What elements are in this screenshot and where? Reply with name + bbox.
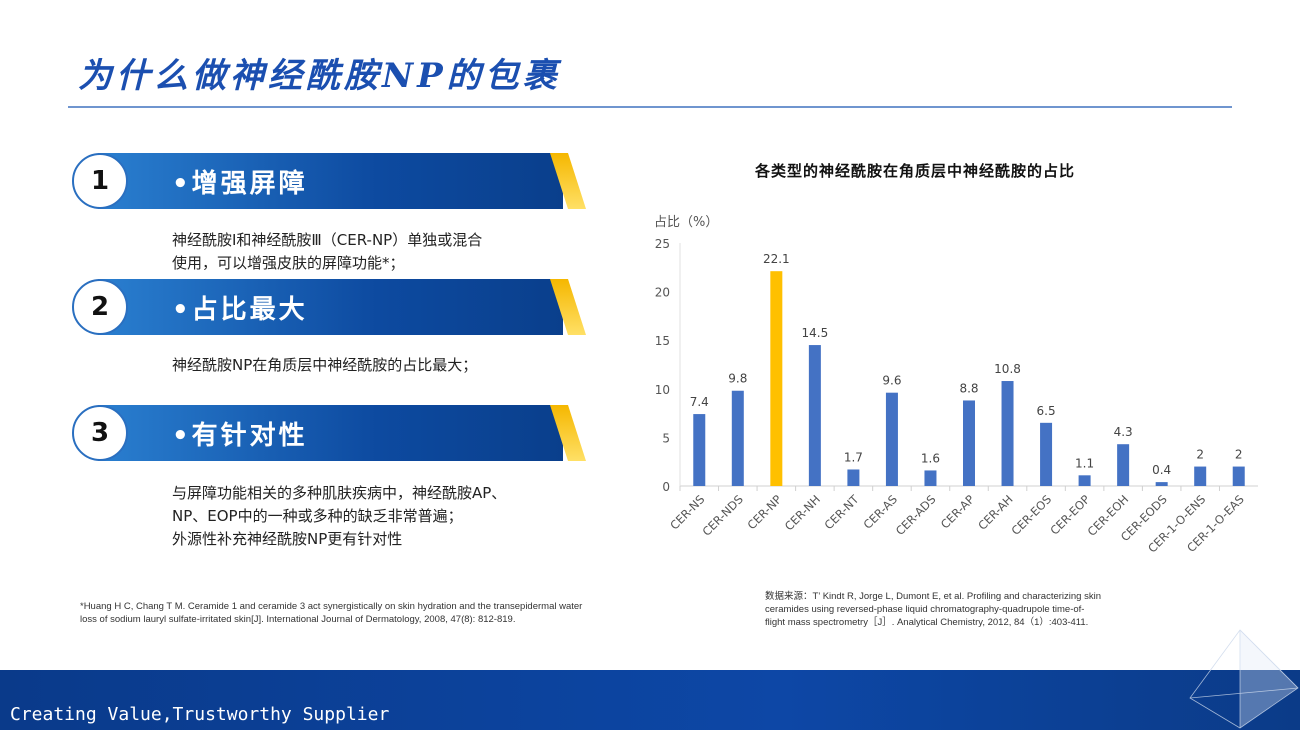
point-banner-3: 3 •有针对性 <box>72 405 592 461</box>
description-line: 神经酰胺Ⅰ和神经酰胺Ⅲ（CER-NP）单独或混合 <box>172 231 483 249</box>
banner-bar <box>98 153 563 209</box>
footer-slogan: Creating Value,Trustworthy Supplier <box>10 704 390 725</box>
data-label: 7.4 <box>690 395 709 409</box>
bar-cer-nt <box>847 469 860 486</box>
bar-cer-ap <box>963 400 975 486</box>
footer-band: Creating Value,Trustworthy Supplier <box>0 670 1300 730</box>
data-label: 22.1 <box>763 252 790 266</box>
point-number: 2 <box>72 279 128 335</box>
data-label: 1.7 <box>844 450 863 464</box>
data-label: 2 <box>1235 448 1243 462</box>
data-label: 4.3 <box>1114 425 1133 439</box>
network-decoration-icon <box>1189 629 1299 729</box>
bar-cer-eods <box>1155 482 1168 486</box>
x-tick-label: CER-EOS <box>1009 492 1055 538</box>
title-divider <box>68 106 1232 108</box>
banner-bar <box>98 405 563 461</box>
y-axis-label: 占比（%） <box>654 215 718 230</box>
data-label: 1.1 <box>1075 456 1094 470</box>
banner-bar <box>98 279 563 335</box>
y-tick-label: 25 <box>655 237 670 251</box>
description-line: 使用，可以增强皮肤的屏障功能*； <box>172 254 405 272</box>
page-title: 为什么做神经酰胺NP的包裹 <box>78 56 561 96</box>
description-line: 与屏障功能相关的多种肌肤疾病中，神经酰胺AP、 <box>172 484 507 502</box>
bar-chart: 占比（%）05101520257.4CER-NS9.8CER-NDS22.1CE… <box>654 215 1258 555</box>
data-label: 9.8 <box>728 372 747 386</box>
chart-title: 各类型的神经酰胺在角质层中神经酰胺的占比 <box>755 162 1076 180</box>
data-label: 6.5 <box>1037 404 1056 418</box>
point-description-1: 神经酰胺Ⅰ和神经酰胺Ⅲ（CER-NP）单独或混合 使用，可以增强皮肤的屏障功能*； <box>172 229 482 275</box>
point-heading: •占比最大 <box>172 295 308 325</box>
bar-cer-nds <box>731 390 744 486</box>
data-label: 8.8 <box>959 381 978 395</box>
reference-right-line: flight mass spectrometry［J］. Analytical … <box>765 617 1089 628</box>
bar-cer-ns <box>693 414 706 486</box>
x-tick-label: CER-NDS <box>699 492 745 538</box>
point-banner-2: 2 •占比最大 <box>72 279 592 335</box>
description-line: NP、EOP中的一种或多种的缺乏非常普遍； <box>172 507 463 525</box>
bar-cer-ah <box>1001 381 1014 486</box>
reference-right-line: 数据来源：T’ Kindt R, Jorge L, Dumont E, et a… <box>765 591 1101 602</box>
bar-cer-eos <box>1040 422 1053 486</box>
bar-cer-ads <box>924 470 937 486</box>
point-heading: •有针对性 <box>172 421 308 451</box>
bar-cer-eop <box>1078 475 1091 486</box>
description-line: 神经酰胺NP在角质层中神经酰胺的占比最大； <box>172 356 478 374</box>
reference-left: *Huang H C, Chang T M. Ceramide 1 and ce… <box>80 600 582 626</box>
data-label: 1.6 <box>921 451 940 465</box>
x-tick-label: CER-NH <box>782 492 823 533</box>
point-description-3: 与屏障功能相关的多种肌肤疾病中，神经酰胺AP、 NP、EOP中的一种或多种的缺乏非… <box>172 482 506 551</box>
bar-cer-np <box>770 271 783 486</box>
bar-cer-eoh <box>1117 444 1130 486</box>
point-number: 1 <box>72 153 128 209</box>
reference-right-line: ceramides using reversed-phase liquid ch… <box>765 604 1085 615</box>
y-tick-label: 15 <box>655 334 670 348</box>
data-label: 2 <box>1196 448 1204 462</box>
y-tick-label: 10 <box>655 383 670 397</box>
x-tick-label: CER-NP <box>744 492 784 532</box>
description-line: 外源性补充神经酰胺NP更有针对性 <box>172 530 403 548</box>
y-tick-label: 20 <box>655 286 670 300</box>
bar-cer-1-o-eas <box>1232 466 1245 486</box>
x-tick-label: CER-NT <box>821 492 862 533</box>
bar-cer-1-o-ens <box>1194 466 1207 486</box>
data-label: 14.5 <box>802 326 829 340</box>
data-label: 9.6 <box>882 374 901 388</box>
point-heading: •增强屏障 <box>172 169 308 199</box>
x-tick-label: CER-ADS <box>893 492 939 538</box>
bar-cer-nh <box>808 345 821 486</box>
reference-right: 数据来源：T’ Kindt R, Jorge L, Dumont E, et a… <box>765 590 1101 629</box>
y-tick-label: 5 <box>662 431 670 445</box>
point-description-2: 神经酰胺NP在角质层中神经酰胺的占比最大； <box>172 354 477 377</box>
reference-left-line: *Huang H C, Chang T M. Ceramide 1 and ce… <box>80 601 583 612</box>
point-banner-1: 1 •增强屏障 <box>72 153 592 209</box>
data-label: 10.8 <box>994 362 1021 376</box>
x-tick-label: CER-AP <box>938 492 977 531</box>
data-label: 0.4 <box>1152 463 1171 477</box>
point-number: 3 <box>72 405 128 461</box>
reference-left-line: loss of sodium lauryl sulfate-irritated … <box>80 614 516 625</box>
bar-cer-as <box>885 392 898 486</box>
y-tick-label: 0 <box>662 480 670 494</box>
